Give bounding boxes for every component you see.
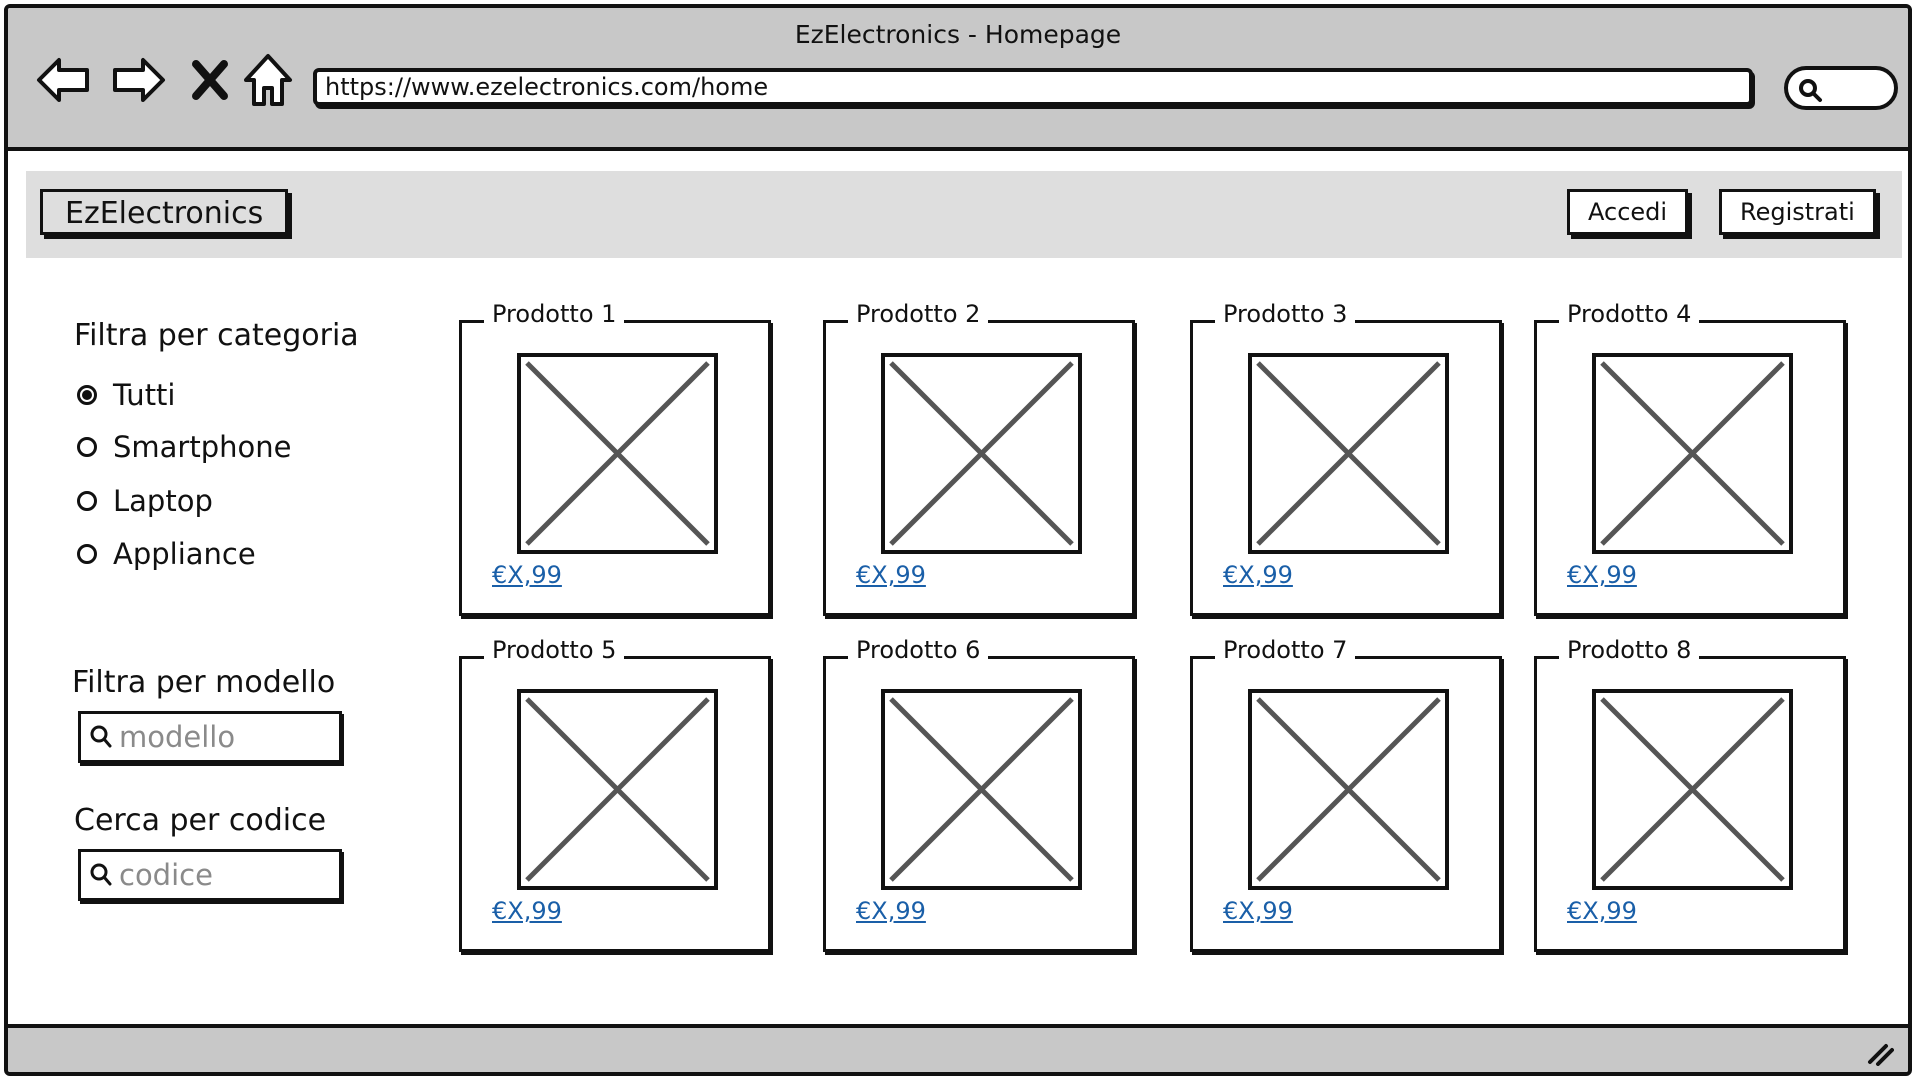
- model-filter-title: Filtra per modello: [72, 665, 336, 700]
- search-icon: [1799, 79, 1822, 102]
- brand-logo[interactable]: EzElectronics: [40, 189, 289, 235]
- browser-chrome: EzElectronics - Homepage https://www.eze…: [8, 8, 1908, 151]
- url-bar[interactable]: https://www.ezelectronics.com/home: [313, 68, 1753, 106]
- model-search-field[interactable]: [78, 711, 342, 763]
- back-arrow-icon[interactable]: [34, 50, 94, 110]
- product-price-link[interactable]: €X,99: [1567, 561, 1637, 589]
- category-radio-smartphone[interactable]: Smartphone: [77, 427, 291, 467]
- radio-unselected-icon: [77, 491, 97, 511]
- image-placeholder-icon: [1592, 353, 1793, 554]
- product-card-7[interactable]: Prodotto 7 €X,99: [1190, 637, 1502, 952]
- image-placeholder-icon: [1592, 689, 1793, 890]
- browser-search-button[interactable]: [1784, 66, 1898, 110]
- code-search-input[interactable]: [117, 857, 321, 893]
- product-price-link[interactable]: €X,99: [1567, 897, 1637, 925]
- category-radio-tutti[interactable]: Tutti: [77, 375, 176, 415]
- product-name: Prodotto 7: [1215, 637, 1356, 663]
- forward-arrow-icon[interactable]: [108, 50, 168, 110]
- category-label: Tutti: [113, 378, 176, 412]
- product-name: Prodotto 8: [1559, 637, 1700, 663]
- image-placeholder-icon: [1248, 353, 1449, 554]
- product-name: Prodotto 1: [484, 301, 625, 327]
- register-button[interactable]: Registrati: [1719, 189, 1876, 235]
- app-header: EzElectronics Accedi Registrati: [26, 171, 1902, 258]
- product-name: Prodotto 5: [484, 637, 625, 663]
- product-name: Prodotto 6: [848, 637, 989, 663]
- product-card-6[interactable]: Prodotto 6 €X,99: [823, 637, 1135, 952]
- image-placeholder-icon: [517, 689, 718, 890]
- product-card-4[interactable]: Prodotto 4 €X,99: [1534, 301, 1846, 616]
- image-placeholder-icon: [881, 353, 1082, 554]
- model-search-input[interactable]: [117, 719, 321, 755]
- image-placeholder-icon: [1248, 689, 1449, 890]
- close-x-icon[interactable]: [180, 50, 240, 110]
- product-card-5[interactable]: Prodotto 5 €X,99: [459, 637, 771, 952]
- category-radio-appliance[interactable]: Appliance: [77, 534, 256, 574]
- product-price-link[interactable]: €X,99: [856, 561, 926, 589]
- status-bar: [8, 1024, 1908, 1072]
- product-price-link[interactable]: €X,99: [1223, 561, 1293, 589]
- image-placeholder-icon: [881, 689, 1082, 890]
- product-price-link[interactable]: €X,99: [492, 897, 562, 925]
- search-icon: [90, 863, 112, 886]
- product-name: Prodotto 2: [848, 301, 989, 327]
- radio-unselected-icon: [77, 437, 97, 457]
- product-card-1[interactable]: Prodotto 1 €X,99: [459, 301, 771, 616]
- product-price-link[interactable]: €X,99: [492, 561, 562, 589]
- code-search-title: Cerca per codice: [74, 803, 327, 838]
- search-icon: [90, 725, 112, 748]
- product-name: Prodotto 3: [1215, 301, 1356, 327]
- browser-window: EzElectronics - Homepage https://www.eze…: [4, 4, 1912, 1076]
- product-card-2[interactable]: Prodotto 2 €X,99: [823, 301, 1135, 616]
- radio-selected-icon: [77, 385, 97, 405]
- category-label: Smartphone: [113, 430, 292, 464]
- product-price-link[interactable]: €X,99: [856, 897, 926, 925]
- product-card-3[interactable]: Prodotto 3 €X,99: [1190, 301, 1502, 616]
- category-radio-laptop[interactable]: Laptop: [77, 481, 213, 521]
- code-search-field[interactable]: [78, 849, 342, 901]
- image-placeholder-icon: [517, 353, 718, 554]
- category-label: Laptop: [113, 484, 213, 518]
- resize-grip-icon[interactable]: [1864, 1036, 1894, 1066]
- category-label: Appliance: [113, 537, 256, 571]
- product-card-8[interactable]: Prodotto 8 €X,99: [1534, 637, 1846, 952]
- product-name: Prodotto 4: [1559, 301, 1700, 327]
- category-filter-title: Filtra per categoria: [74, 318, 359, 353]
- product-price-link[interactable]: €X,99: [1223, 897, 1293, 925]
- home-icon[interactable]: [238, 50, 298, 110]
- login-button[interactable]: Accedi: [1567, 189, 1689, 235]
- window-title: EzElectronics - Homepage: [794, 20, 1122, 49]
- radio-unselected-icon: [77, 544, 97, 564]
